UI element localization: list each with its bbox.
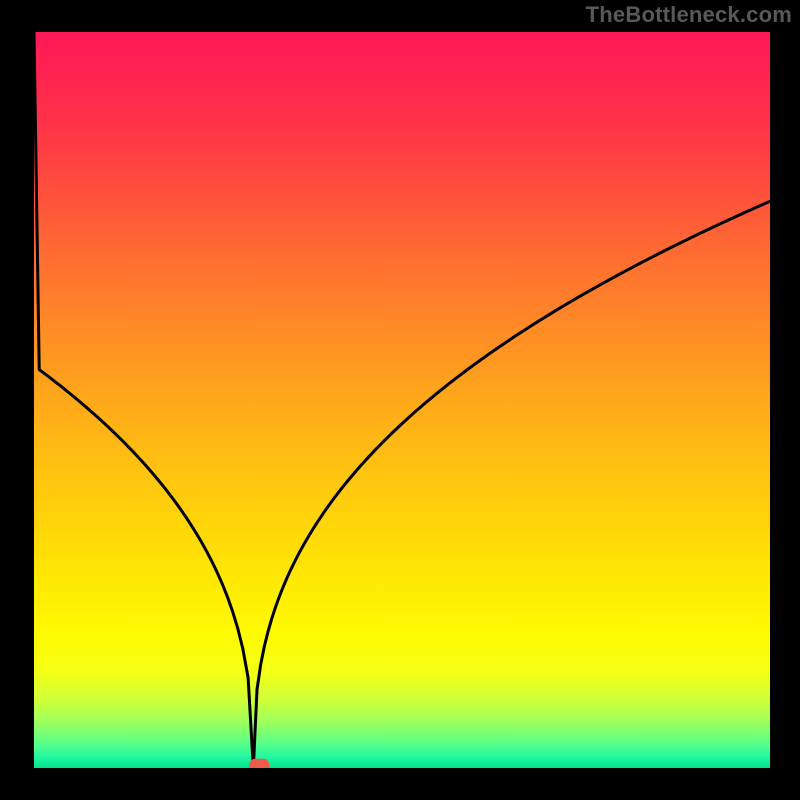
- bottleneck-chart: [34, 32, 770, 768]
- watermark-text: TheBottleneck.com: [586, 2, 792, 28]
- chart-frame: TheBottleneck.com: [0, 0, 800, 800]
- chart-background: [34, 32, 770, 768]
- minimum-marker: [249, 759, 269, 768]
